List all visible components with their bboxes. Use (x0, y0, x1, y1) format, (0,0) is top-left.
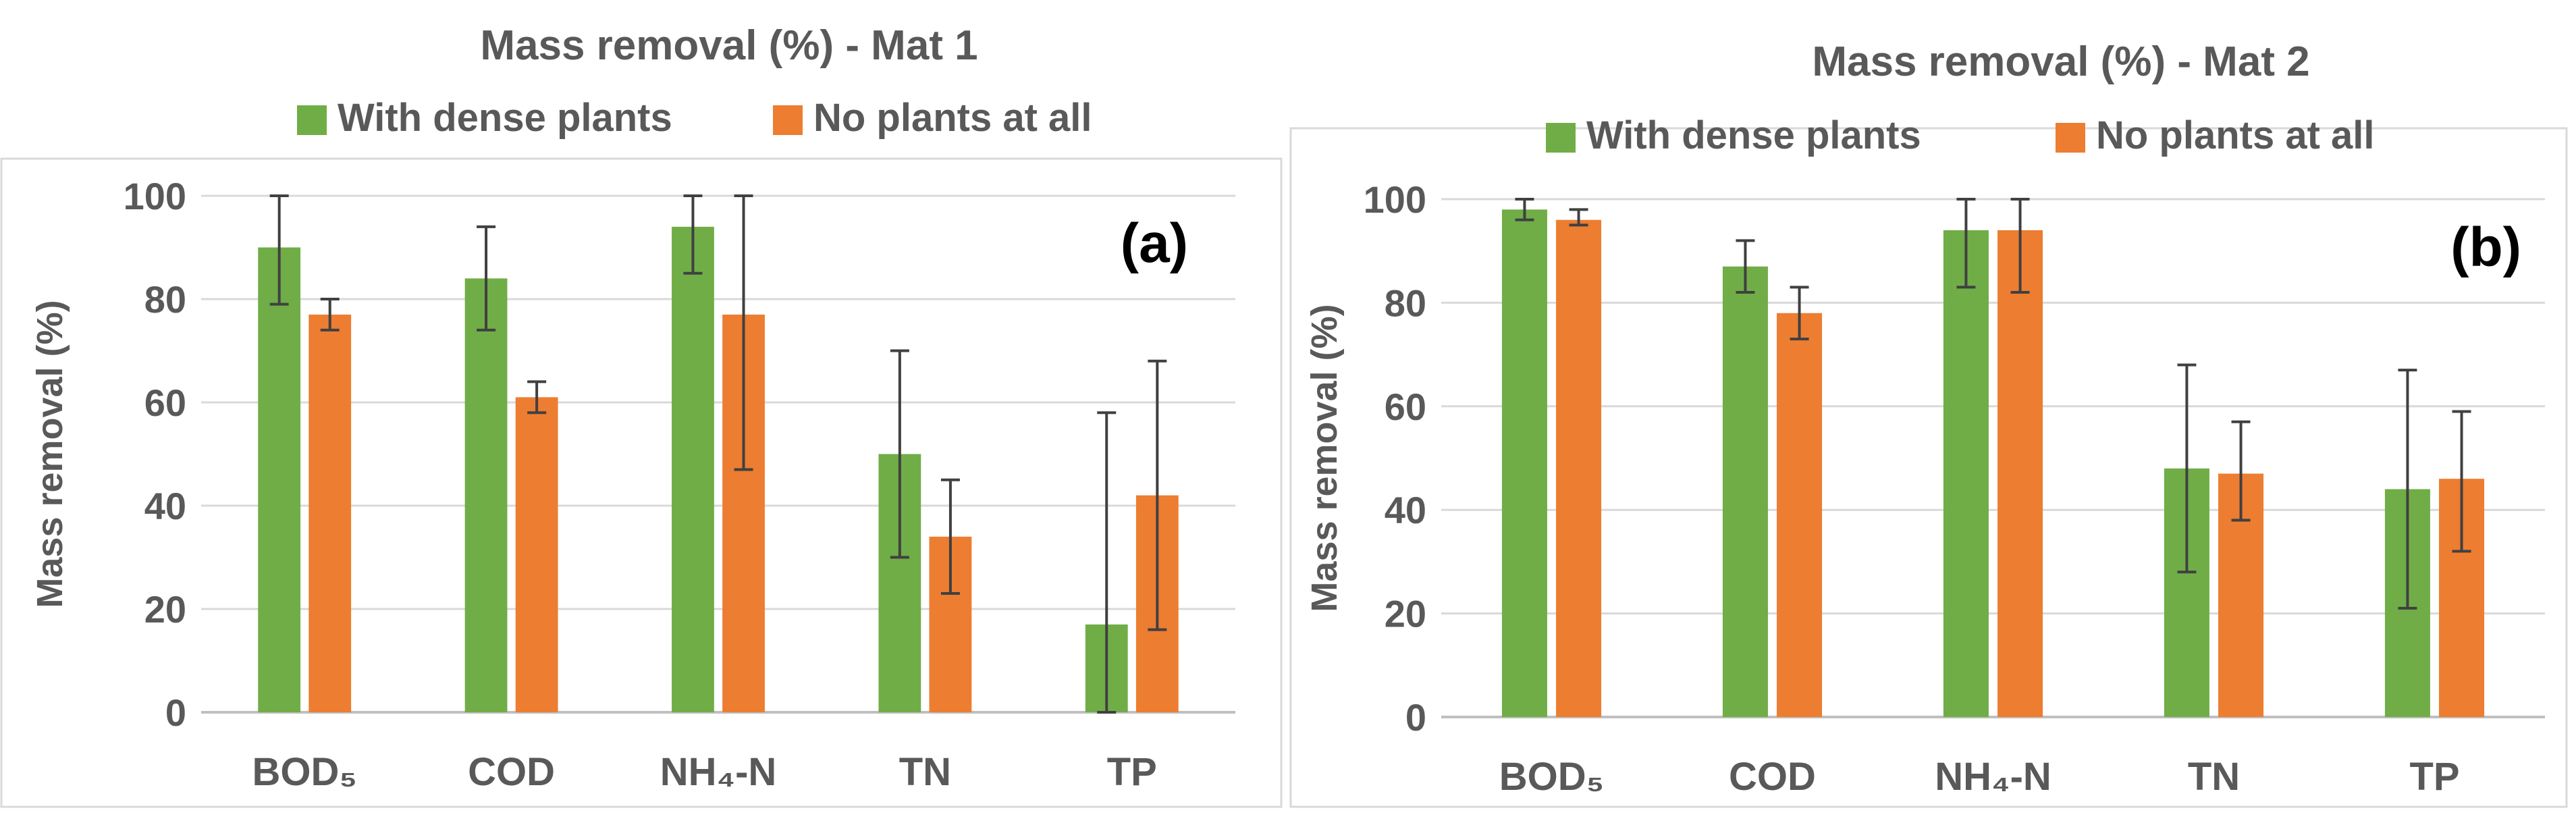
x-tick-label: COD (1729, 755, 1816, 799)
y-tick-label: 0 (1405, 696, 1426, 739)
legend-swatch-with-plants (1546, 123, 1576, 153)
y-tick-label: 40 (144, 485, 186, 527)
bar-with-plants (1943, 230, 1989, 717)
y-tick-label: 0 (165, 691, 186, 734)
legend-label-no-plants: No plants at all (813, 96, 1092, 140)
legend-swatch-no-plants (773, 105, 803, 135)
chart-panel-b: Mass removal (%) - Mat 2 With dense plant… (1289, 38, 2568, 808)
legend-label-no-plants: No plants at all (2096, 113, 2375, 157)
y-tick-label: 60 (1385, 386, 1426, 428)
y-tick-label: 60 (144, 381, 186, 424)
x-tick-label: BOD₅ (1499, 755, 1604, 799)
y-tick-label: 100 (1364, 178, 1426, 221)
legend-label-with-plants: With dense plants (1586, 113, 1921, 157)
y-tick-label: 20 (144, 588, 186, 631)
y-tick-label: 100 (124, 175, 186, 217)
chart-title: Mass removal (%) - Mat 1 (480, 22, 977, 69)
y-axis-label: Mass removal (%) (30, 300, 70, 608)
bar-with-plants (1501, 209, 1547, 718)
bar-no-plants (1777, 313, 1823, 717)
bar-no-plants (1997, 230, 2043, 717)
bar-with-plants (672, 226, 714, 712)
legend-swatch-with-plants (297, 105, 327, 135)
bar-no-plants (515, 397, 558, 712)
chart-frame (1289, 127, 2568, 808)
y-tick-label: 40 (1385, 489, 1426, 531)
y-tick-label: 80 (144, 278, 186, 321)
chart-frame (0, 157, 1283, 808)
panel-label: (a) (1121, 213, 1188, 274)
bar-with-plants (1722, 266, 1768, 718)
x-tick-label: TP (1107, 750, 1157, 794)
bar-with-plants (464, 278, 508, 712)
x-tick-label: TN (899, 750, 951, 794)
bar-no-plants (1556, 219, 1602, 717)
x-tick-label: TP (2409, 755, 2459, 799)
panel-label: (b) (2450, 217, 2521, 278)
bar-no-plants (308, 314, 352, 712)
x-tick-label: TN (2188, 755, 2240, 799)
y-axis-label: Mass removal (%) (1304, 304, 1345, 612)
x-tick-label: NH₄-N (660, 750, 777, 794)
x-tick-label: NH₄-N (1935, 755, 2051, 799)
x-tick-label: COD (468, 750, 555, 794)
legend: With dense plants No plants at all (1546, 113, 2375, 157)
legend-label-with-plants: With dense plants (338, 96, 672, 140)
y-tick-label: 20 (1385, 593, 1426, 635)
chart-panel-a: Mass removal (%) - Mat 1 With dense plant… (0, 22, 1283, 808)
bar-with-plants (258, 247, 301, 712)
y-tick-label: 80 (1385, 282, 1426, 324)
chart-title: Mass removal (%) - Mat 2 (1812, 38, 2309, 85)
legend-swatch-no-plants (2056, 123, 2085, 153)
x-tick-label: BOD₅ (252, 750, 356, 794)
legend: With dense plants No plants at all (297, 96, 1092, 140)
